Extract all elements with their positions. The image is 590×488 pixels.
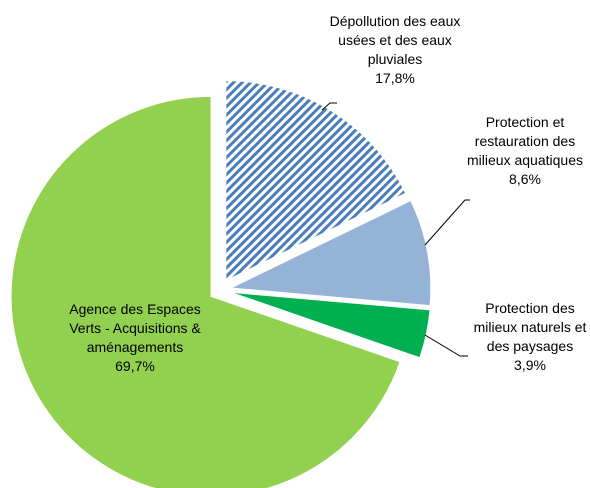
slice-label: Agence des Espaces Verts - Acquisitions … [65,300,205,376]
pie-slice [228,199,432,307]
value-label: 17,8% [375,70,415,86]
leader-line [321,102,337,111]
slice-label: Protection des milieux naturels et des p… [465,299,590,375]
value-label: 8,6% [509,171,541,187]
value-label: 69,7% [115,358,155,374]
pie-slice [230,291,431,359]
slice-label: Dépollution des eaux usées et des eaux p… [325,12,465,88]
pie-slice [10,95,401,488]
leader-line [424,199,470,246]
slice-label: Protection et restauration des milieux a… [462,113,588,189]
category-label: Agence des Espaces Verts - Acquisitions … [69,301,201,355]
category-label: Protection des milieux naturels et des p… [473,300,587,354]
value-label: 3,9% [514,357,546,373]
category-label: Dépollution des eaux usées et des eaux p… [329,13,461,67]
category-label: Protection et restauration des milieux a… [467,114,583,168]
leader-line [424,334,468,357]
pie-slice [225,80,407,282]
